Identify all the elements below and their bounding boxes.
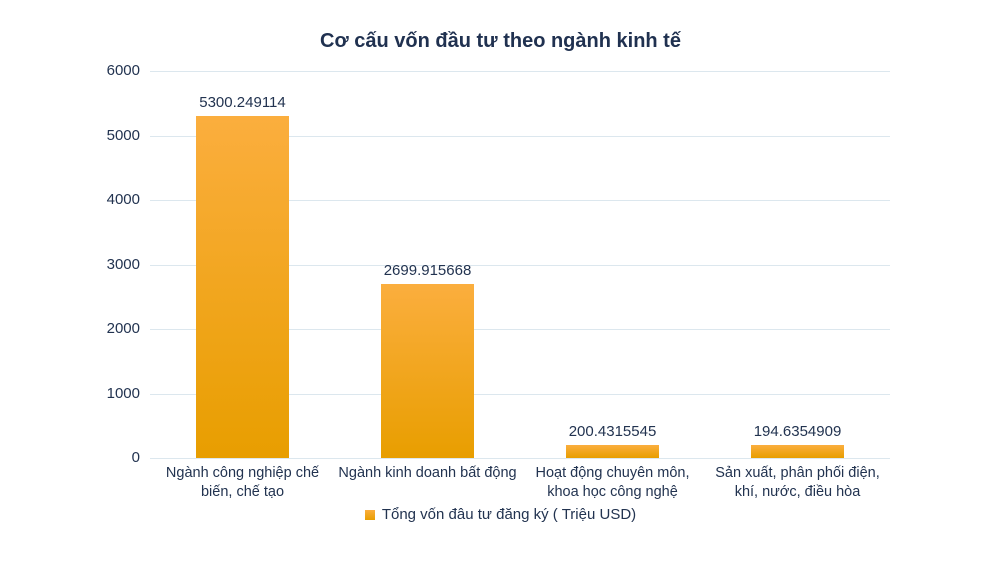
bar [566, 445, 659, 458]
y-axis-tick-label: 0 [131, 449, 140, 466]
y-axis-tick-label: 5000 [106, 126, 140, 144]
gridline [150, 200, 890, 201]
bar-value-label: 2699.915668 [383, 261, 472, 279]
legend-label: Tổng vốn đâu tư đăng ký ( Triệu USD) [381, 506, 637, 523]
gridline [150, 458, 890, 459]
bar-value-label: 5300.249114 [199, 94, 286, 112]
bar [381, 283, 474, 458]
x-axis-category-label: Hoạt động chuyên môn, khoa học công nghệ [535, 465, 690, 500]
gridline [150, 135, 890, 137]
y-axis-tick-label: 1000 [106, 384, 140, 402]
x-axis-category-label: Sản xuất, phân phối điện, khí, nước, điề… [715, 465, 880, 500]
gridline [150, 329, 890, 330]
gridline [150, 264, 890, 266]
y-axis-tick-label: 2000 [106, 320, 140, 337]
legend-marker-icon [364, 509, 375, 520]
legend: Tổng vốn đâu tư đăng ký ( Triệu USD) [0, 506, 1001, 523]
bar-value-label: 194.6354909 [753, 423, 842, 441]
y-axis-tick-label: 4000 [106, 191, 140, 208]
x-axis-category-label: Ngành công nghiệp chế biến, chế tạo [165, 465, 320, 500]
bar-value-label: 200.4315545 [568, 423, 657, 441]
bar [751, 445, 844, 458]
chart-title: Cơ cấu vốn đầu tư theo ngành kinh tế [320, 30, 681, 52]
x-axis-category-label: Ngành kinh doanh bất động [338, 465, 517, 481]
bar [196, 116, 289, 458]
y-axis-tick-label: 6000 [106, 62, 140, 79]
gridline [150, 393, 890, 395]
y-axis-tick-label: 3000 [106, 255, 140, 273]
gridline [150, 71, 890, 72]
